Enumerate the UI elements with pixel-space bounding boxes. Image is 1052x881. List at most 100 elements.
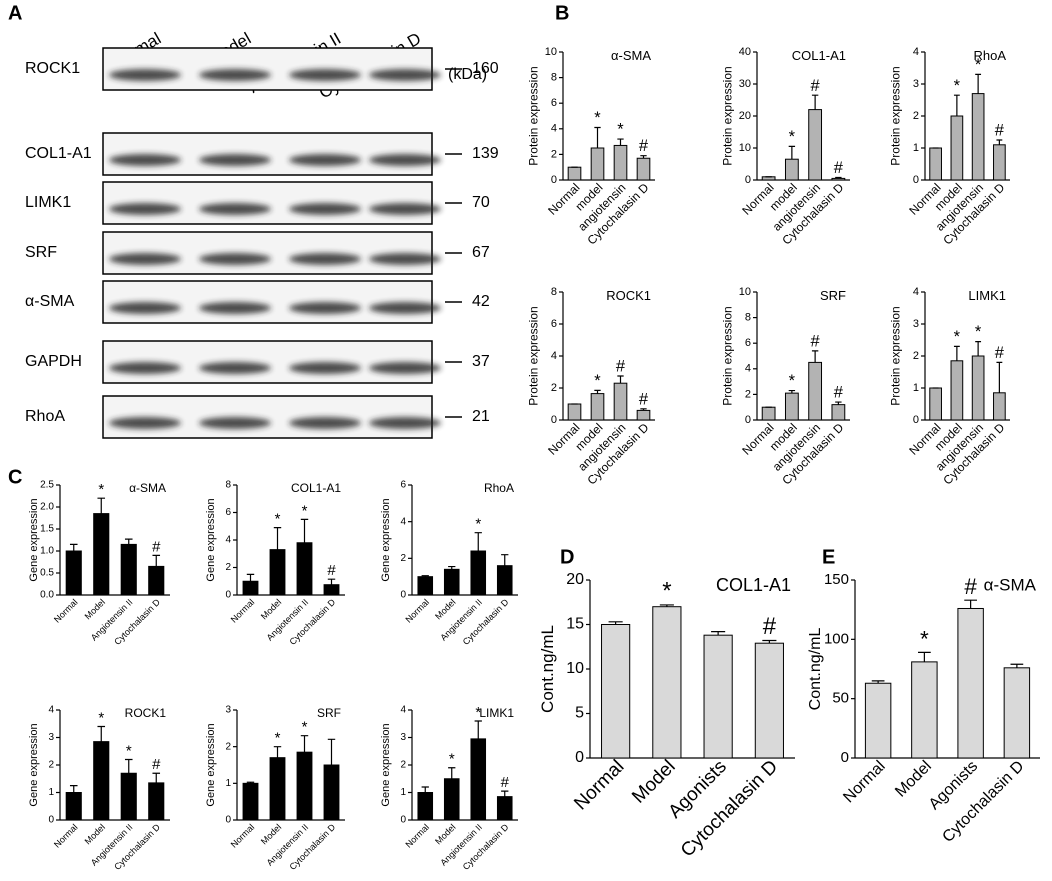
bar xyxy=(761,406,776,421)
blot-band xyxy=(199,417,271,429)
y-tick-label: 2 xyxy=(551,148,557,160)
y-tick-label: 6 xyxy=(400,480,406,491)
y-tick-label: 50 xyxy=(832,690,849,707)
bar xyxy=(754,642,784,759)
y-tick-label: 2.5 xyxy=(40,480,54,491)
y-tick-label: 2 xyxy=(913,110,919,122)
blot-band xyxy=(369,253,441,265)
y-tick-label: 1 xyxy=(913,142,919,154)
bar xyxy=(296,542,313,596)
y-tick-label: 0 xyxy=(400,590,406,601)
bar xyxy=(470,550,487,596)
chart-title: α-SMA xyxy=(984,575,1037,594)
y-tick-label: 2 xyxy=(913,350,919,362)
panel-label: B xyxy=(555,2,569,24)
error-bar xyxy=(811,350,819,363)
bar xyxy=(148,565,165,596)
y-tick-label: 3 xyxy=(913,318,919,330)
error-bar xyxy=(246,573,255,582)
bar xyxy=(636,157,651,181)
blot-band xyxy=(369,154,441,166)
error-bar xyxy=(327,738,336,765)
y-tick-label: 0.5 xyxy=(40,568,54,579)
y-tick-label: 0 xyxy=(48,815,54,826)
error-bar xyxy=(918,651,931,662)
y-tick-label: 8 xyxy=(745,312,751,324)
bar xyxy=(567,166,582,181)
y-tick-label: 6 xyxy=(551,97,557,109)
unit-label: (kDa) xyxy=(448,66,487,83)
error-bar xyxy=(501,554,509,566)
bar xyxy=(993,392,1006,421)
bar xyxy=(613,144,628,181)
significance-marker: * xyxy=(594,372,601,390)
y-axis-label: Gene expression xyxy=(380,498,392,581)
x-tick-label: Model xyxy=(892,758,935,801)
significance-marker: * xyxy=(98,709,104,726)
row-label: COL1-A1 xyxy=(25,145,92,162)
significance-marker: # xyxy=(763,613,777,640)
y-tick-label: 3 xyxy=(48,732,54,743)
chart-title: α-SMA xyxy=(129,481,166,495)
error-bar xyxy=(640,155,647,159)
kda-label: 21 xyxy=(472,408,490,425)
y-tick-label: 2.0 xyxy=(40,502,54,513)
bar xyxy=(993,144,1006,181)
bar xyxy=(636,409,651,421)
significance-marker: * xyxy=(954,77,961,95)
bar xyxy=(323,764,340,821)
kda-label: 67 xyxy=(472,244,490,261)
blot-box xyxy=(102,231,433,275)
significance-marker: * xyxy=(617,121,624,139)
bar xyxy=(950,360,964,421)
chart-title: SRF xyxy=(317,706,341,720)
y-tick-label: 1 xyxy=(913,382,919,394)
error-bar xyxy=(124,538,133,545)
bar xyxy=(784,392,799,421)
y-tick-label: 4 xyxy=(913,286,919,298)
bar xyxy=(323,584,340,596)
y-axis-label: Protein expression xyxy=(527,306,541,405)
blot-box xyxy=(102,132,433,176)
y-tick-label: 40 xyxy=(739,46,751,58)
significance-marker: * xyxy=(126,742,132,759)
y-tick-label: 1 xyxy=(48,787,54,798)
row-label: RhoA xyxy=(25,408,65,425)
y-axis-label: Gene expression xyxy=(380,723,392,806)
error-bar xyxy=(835,401,842,405)
blot-band xyxy=(109,69,181,81)
significance-marker: # xyxy=(639,137,649,155)
y-tick-label: 2 xyxy=(225,741,231,752)
significance-marker: * xyxy=(475,704,481,721)
significance-marker: # xyxy=(834,159,844,177)
bar xyxy=(242,782,259,821)
significance-marker: * xyxy=(954,328,961,346)
error-bar xyxy=(659,604,674,607)
kda-label: 160 xyxy=(472,60,499,77)
blot-box xyxy=(102,395,433,439)
bar xyxy=(269,757,286,821)
blot-box xyxy=(102,181,433,225)
y-tick-label: 2 xyxy=(745,388,751,400)
panel-label: E xyxy=(822,546,835,568)
error-bar xyxy=(711,631,726,636)
blot-band xyxy=(289,362,361,374)
panel-label: A xyxy=(8,2,22,24)
error-bar xyxy=(474,720,482,739)
chart-title: LIMK1 xyxy=(479,706,514,720)
x-tick-label: Model xyxy=(259,597,283,621)
y-axis-label: Gene expression xyxy=(205,723,217,806)
bar xyxy=(567,403,582,421)
y-tick-label: 0 xyxy=(225,590,231,601)
blot-band xyxy=(369,417,441,429)
y-tick-label: 0 xyxy=(745,414,751,426)
blot-band xyxy=(199,362,271,374)
blot-band xyxy=(199,253,271,265)
bar xyxy=(784,158,799,181)
y-tick-label: 0 xyxy=(225,815,231,826)
blot-band xyxy=(369,203,441,215)
y-tick-label: 1 xyxy=(225,778,231,789)
y-axis-label: Cont.ng/mL xyxy=(807,628,824,711)
significance-marker: * xyxy=(449,751,455,768)
x-tick-label: Model xyxy=(433,822,457,846)
